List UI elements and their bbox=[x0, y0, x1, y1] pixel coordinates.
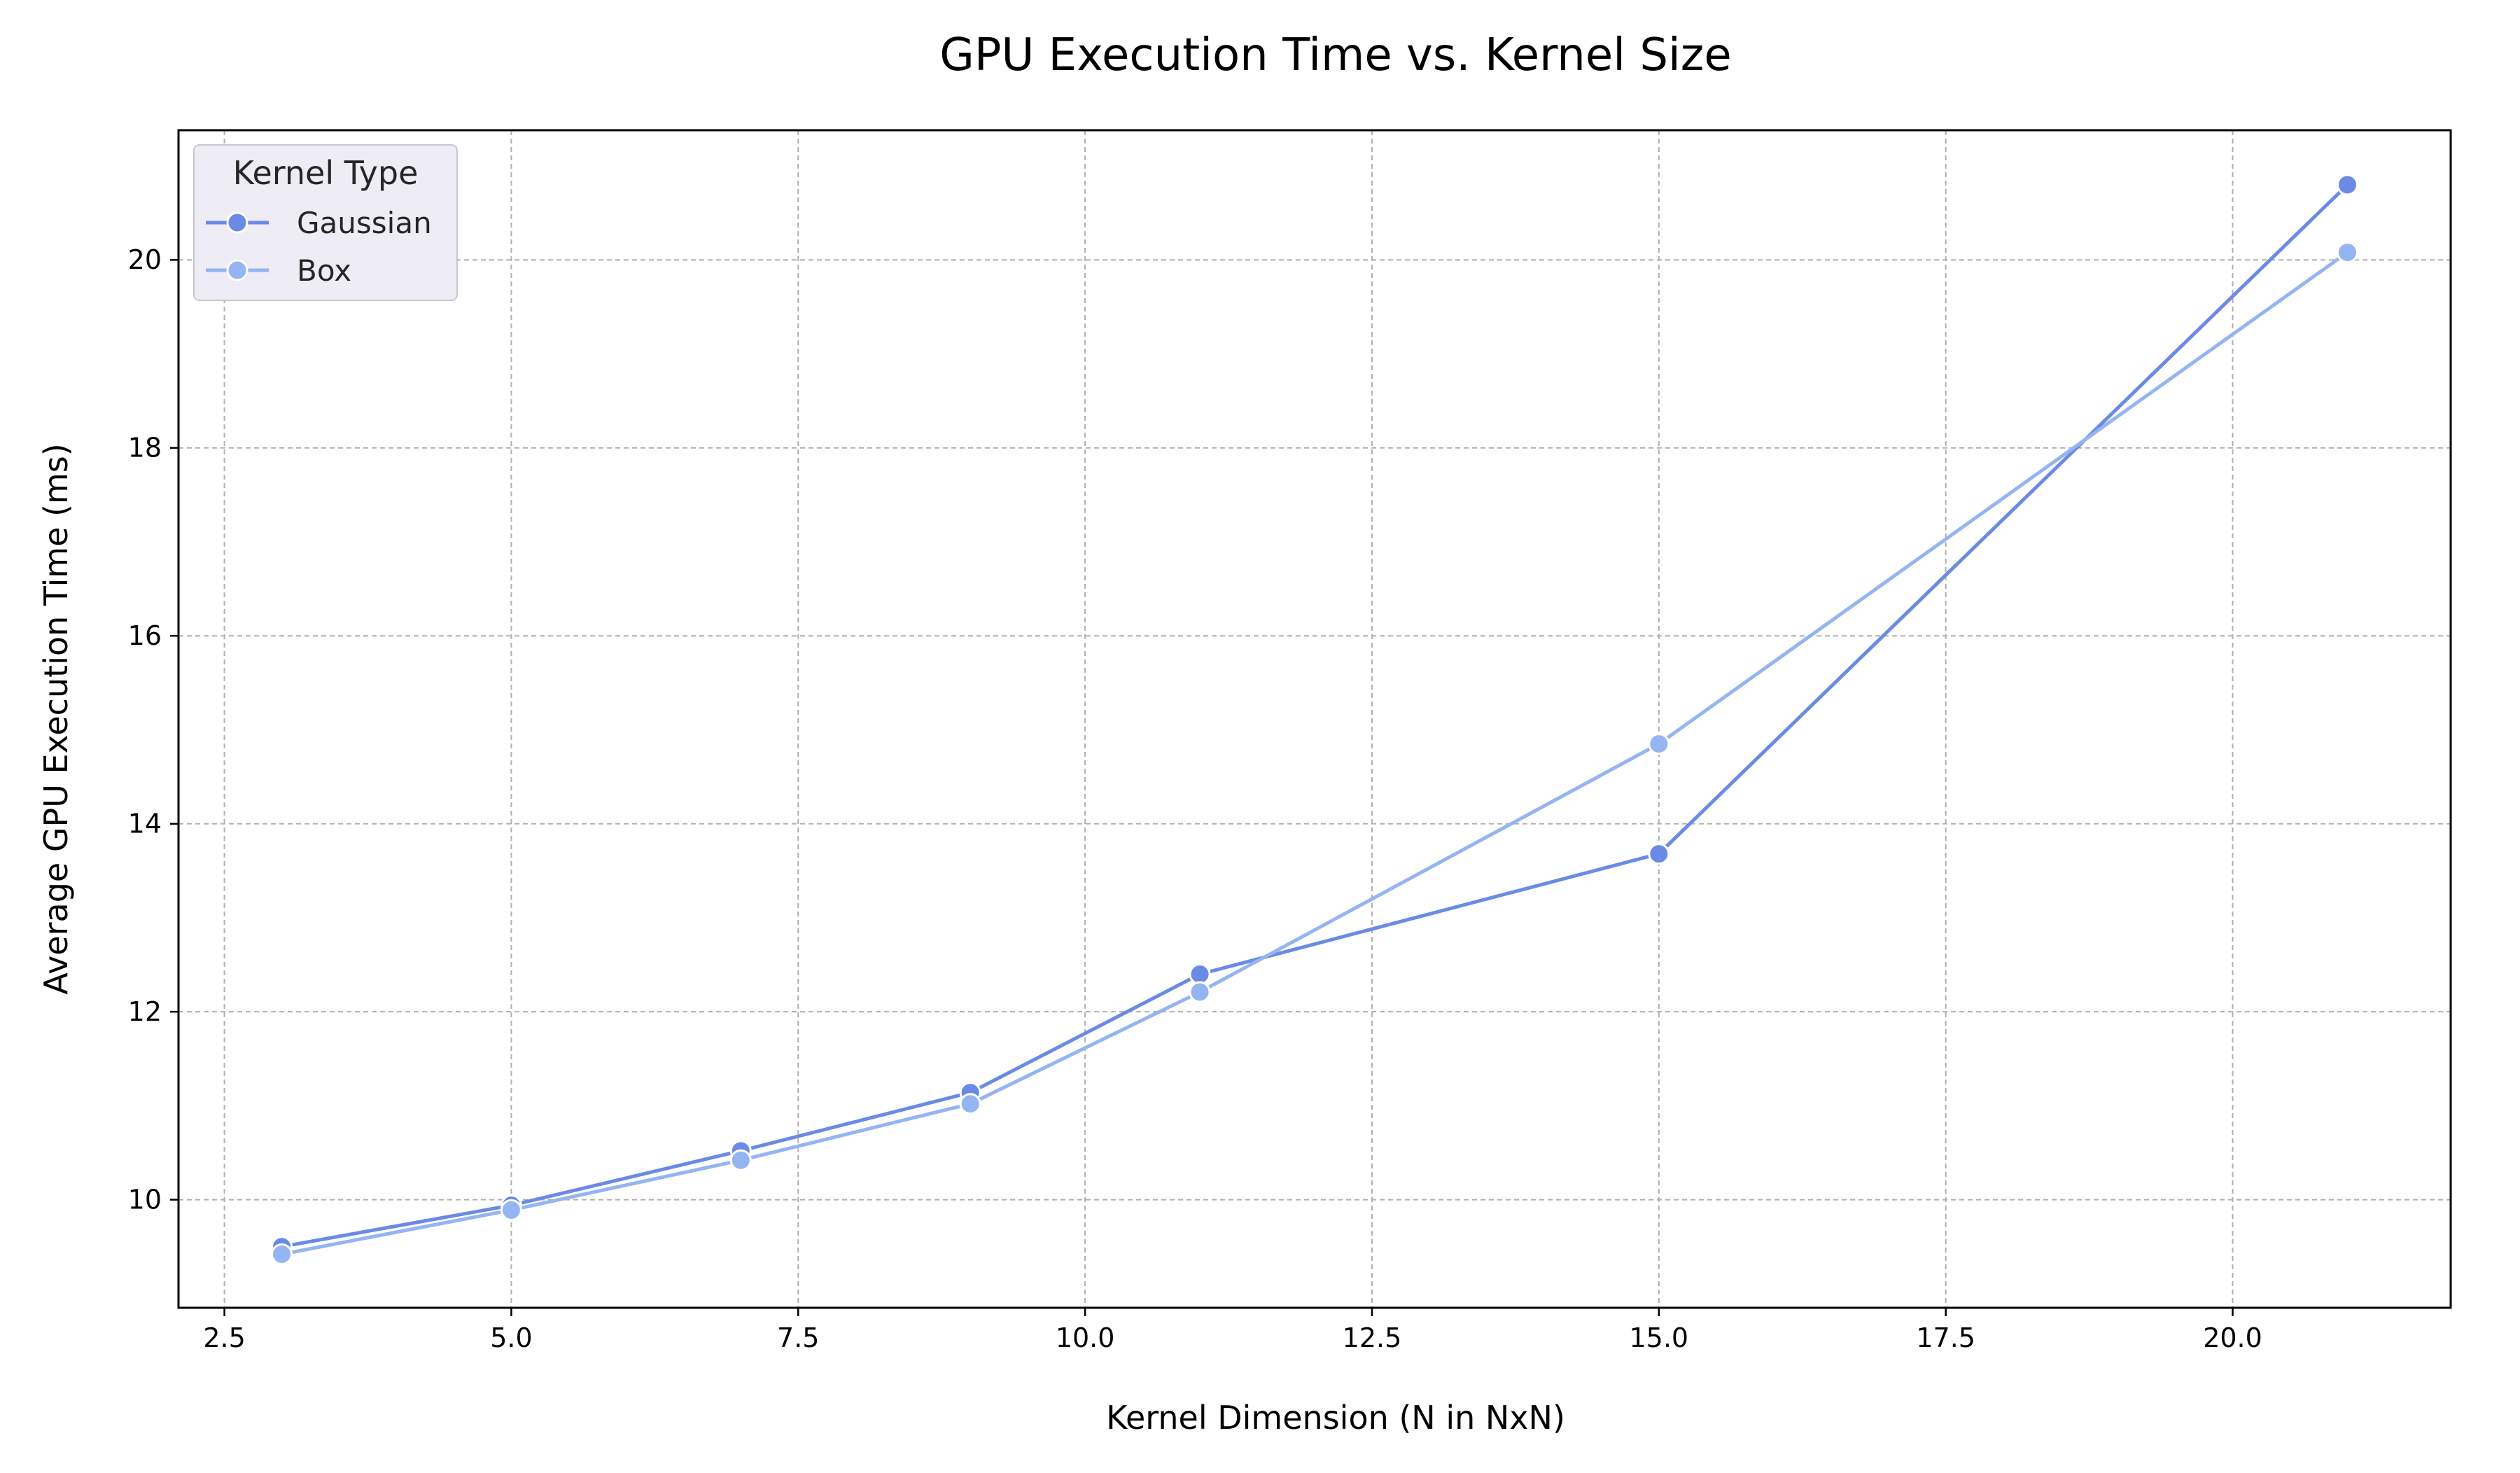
y-tick-label: 10 bbox=[128, 1185, 162, 1215]
data-point-gaussian bbox=[1189, 963, 1211, 985]
x-axis-label: Kernel Dimension (N in NxN) bbox=[1106, 1399, 1565, 1437]
x-tick-label: 10.0 bbox=[1056, 1322, 1115, 1353]
data-point-box bbox=[729, 1149, 752, 1171]
y-tick-label: 20 bbox=[128, 244, 162, 275]
series-line-box bbox=[280, 251, 2349, 1256]
y-tick-label: 18 bbox=[128, 433, 162, 463]
axis-ticks: 2.5 5.0 7.5 10.0 12.5 15.0 17.5 20.0 10 12 14 16 18 2… bbox=[128, 244, 2262, 1353]
legend-title: Kernel Type bbox=[233, 154, 419, 192]
x-tick-label: 5.0 bbox=[490, 1322, 532, 1353]
y-tick-label: 12 bbox=[128, 996, 162, 1027]
legend-marker-gaussian bbox=[226, 211, 248, 234]
legend-item-gaussian: Gaussian bbox=[206, 206, 432, 240]
series-line-gaussian bbox=[280, 183, 2349, 1249]
y-axis-label: Average GPU Execution Time (ms) bbox=[37, 443, 75, 994]
x-tick-label: 20.0 bbox=[2203, 1322, 2262, 1353]
data-point-gaussian bbox=[2336, 174, 2358, 196]
x-tick-label: 2.5 bbox=[203, 1322, 245, 1353]
x-tick-label: 7.5 bbox=[777, 1322, 819, 1353]
legend-entries: Gaussian Box bbox=[206, 206, 432, 288]
legend: Kernel Type Gaussian Box bbox=[193, 144, 458, 301]
data-point-box bbox=[2336, 242, 2358, 264]
legend-item-box: Box bbox=[206, 253, 351, 288]
legend-marker-box bbox=[226, 259, 248, 281]
data-point-box bbox=[1648, 733, 1670, 755]
legend-label-box: Box bbox=[297, 253, 351, 288]
chart-title: GPU Execution Time vs. Kernel Size bbox=[939, 29, 1731, 81]
data-point-box bbox=[1189, 981, 1211, 1003]
plot-area-frame bbox=[177, 129, 2452, 1309]
x-tick-label: 12.5 bbox=[1343, 1322, 1402, 1353]
data-point-box bbox=[271, 1243, 293, 1265]
series-gaussian bbox=[271, 174, 2358, 1258]
x-tick-label: 15.0 bbox=[1630, 1322, 1689, 1353]
x-tick-label: 17.5 bbox=[1916, 1322, 1975, 1353]
series-box bbox=[271, 242, 2358, 1265]
data-point-box bbox=[959, 1093, 981, 1115]
legend-box bbox=[193, 144, 458, 301]
data-point-box bbox=[500, 1199, 522, 1221]
data-point-gaussian bbox=[1648, 843, 1670, 865]
grid bbox=[178, 130, 2451, 1308]
series-layer bbox=[271, 174, 2358, 1265]
y-tick-label: 14 bbox=[128, 809, 162, 839]
y-tick-label: 16 bbox=[128, 620, 162, 651]
legend-label-gaussian: Gaussian bbox=[297, 206, 432, 240]
